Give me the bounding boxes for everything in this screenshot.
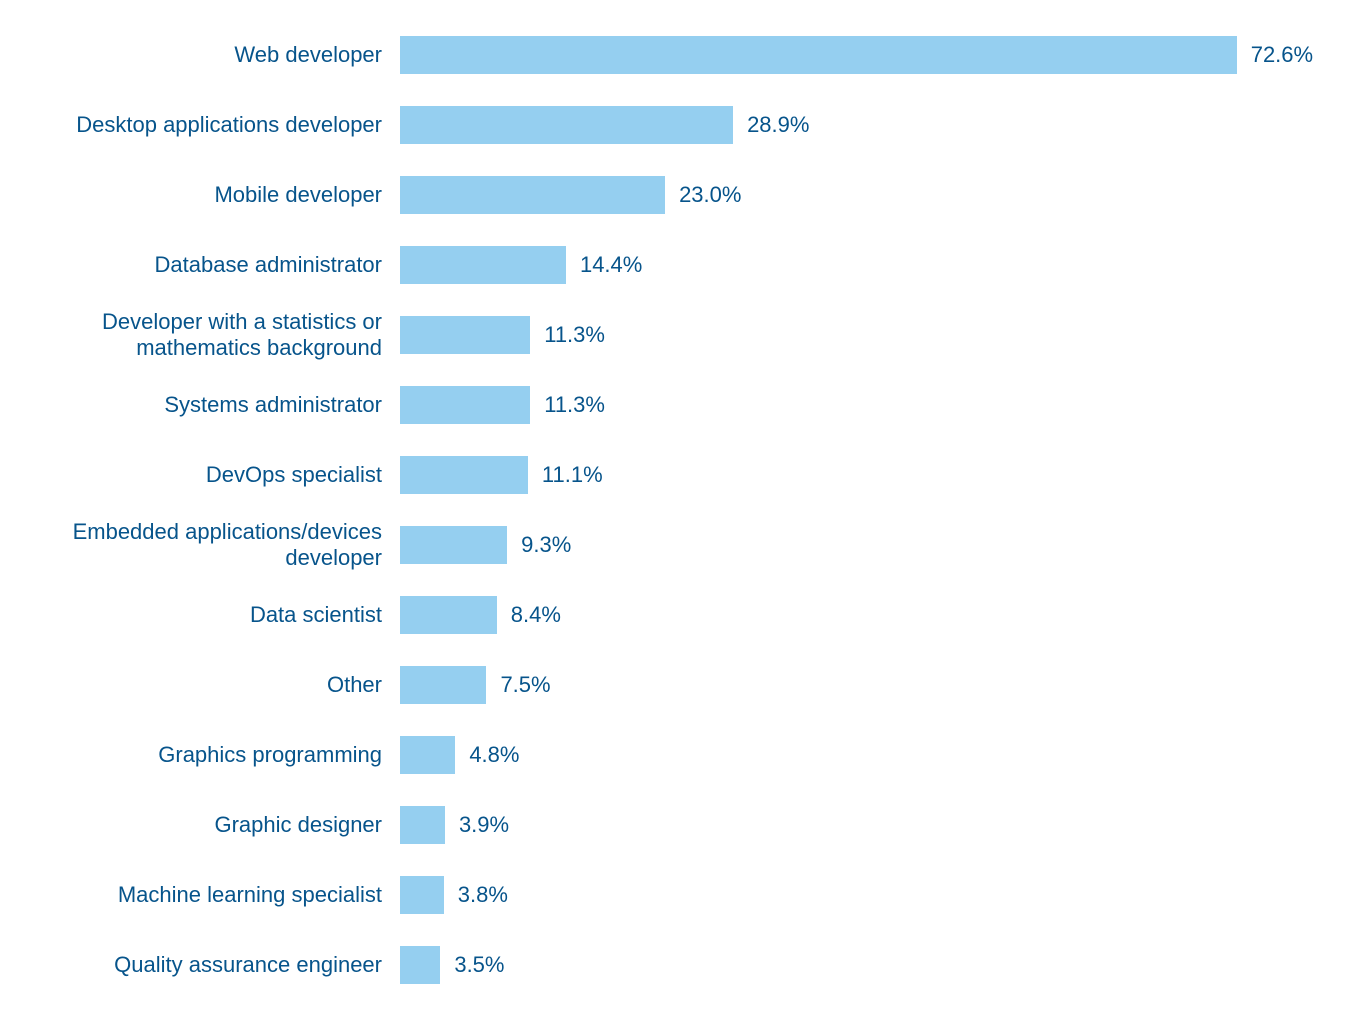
bar xyxy=(400,106,733,144)
bar xyxy=(400,526,507,564)
value-label: 3.5% xyxy=(440,952,504,978)
bar xyxy=(400,596,497,634)
bar xyxy=(400,36,1237,74)
bar-track: 3.9% xyxy=(400,790,1322,860)
value-label: 3.9% xyxy=(445,812,509,838)
bar-track: 11.3% xyxy=(400,300,1322,370)
value-label: 11.3% xyxy=(530,322,605,348)
bar xyxy=(400,456,528,494)
bar xyxy=(400,316,530,354)
category-label: Other xyxy=(10,672,400,698)
value-label: 4.8% xyxy=(455,742,519,768)
category-label: Quality assurance engineer xyxy=(10,952,400,978)
chart-row: Quality assurance engineer 3.5% xyxy=(10,930,1322,1000)
chart-row: Web developer 72.6% xyxy=(10,20,1322,90)
value-label: 28.9% xyxy=(733,112,809,138)
category-label: Web developer xyxy=(10,42,400,68)
bar xyxy=(400,176,665,214)
value-label: 9.3% xyxy=(507,532,571,558)
value-label: 23.0% xyxy=(665,182,741,208)
chart-row: Graphics programming 4.8% xyxy=(10,720,1322,790)
bar xyxy=(400,876,444,914)
category-label: Machine learning specialist xyxy=(10,882,400,908)
chart-row: Mobile developer 23.0% xyxy=(10,160,1322,230)
value-label: 11.1% xyxy=(528,462,603,488)
chart-row: Machine learning specialist 3.8% xyxy=(10,860,1322,930)
category-label: Developer with a statistics or mathemati… xyxy=(10,309,400,362)
bar xyxy=(400,736,455,774)
bar-track: 72.6% xyxy=(400,20,1322,90)
chart-row: Desktop applications developer 28.9% xyxy=(10,90,1322,160)
bar-track: 28.9% xyxy=(400,90,1322,160)
bar xyxy=(400,806,445,844)
chart-row: Data scientist 8.4% xyxy=(10,580,1322,650)
category-label: Desktop applications developer xyxy=(10,112,400,138)
bar-track: 14.4% xyxy=(400,230,1322,300)
bar xyxy=(400,946,440,984)
bar-track: 4.8% xyxy=(400,720,1322,790)
category-label: Mobile developer xyxy=(10,182,400,208)
bar-track: 3.5% xyxy=(400,930,1322,1000)
bar-track: 8.4% xyxy=(400,580,1322,650)
chart-row: Embedded applications/devices developer 9… xyxy=(10,510,1322,580)
category-label: Graphics programming xyxy=(10,742,400,768)
value-label: 14.4% xyxy=(566,252,642,278)
value-label: 8.4% xyxy=(497,602,561,628)
value-label: 72.6% xyxy=(1237,42,1313,68)
bar xyxy=(400,666,486,704)
bar-track: 11.3% xyxy=(400,370,1322,440)
chart-row: Systems administrator 11.3% xyxy=(10,370,1322,440)
chart-row: DevOps specialist 11.1% xyxy=(10,440,1322,510)
bar-track: 11.1% xyxy=(400,440,1322,510)
chart-row: Database administrator 14.4% xyxy=(10,230,1322,300)
bar-track: 9.3% xyxy=(400,510,1322,580)
chart-row: Developer with a statistics or mathemati… xyxy=(10,300,1322,370)
category-label: Embedded applications/devices developer xyxy=(10,519,400,572)
bar-track: 7.5% xyxy=(400,650,1322,720)
horizontal-bar-chart: Web developer 72.6% Desktop applications d… xyxy=(0,0,1362,1020)
category-label: Database administrator xyxy=(10,252,400,278)
bar xyxy=(400,246,566,284)
chart-row: Other 7.5% xyxy=(10,650,1322,720)
bar-track: 3.8% xyxy=(400,860,1322,930)
bar xyxy=(400,386,530,424)
category-label: DevOps specialist xyxy=(10,462,400,488)
category-label: Data scientist xyxy=(10,602,400,628)
category-label: Graphic designer xyxy=(10,812,400,838)
value-label: 7.5% xyxy=(486,672,550,698)
value-label: 11.3% xyxy=(530,392,605,418)
bar-track: 23.0% xyxy=(400,160,1322,230)
category-label: Systems administrator xyxy=(10,392,400,418)
value-label: 3.8% xyxy=(444,882,508,908)
chart-row: Graphic designer 3.9% xyxy=(10,790,1322,860)
